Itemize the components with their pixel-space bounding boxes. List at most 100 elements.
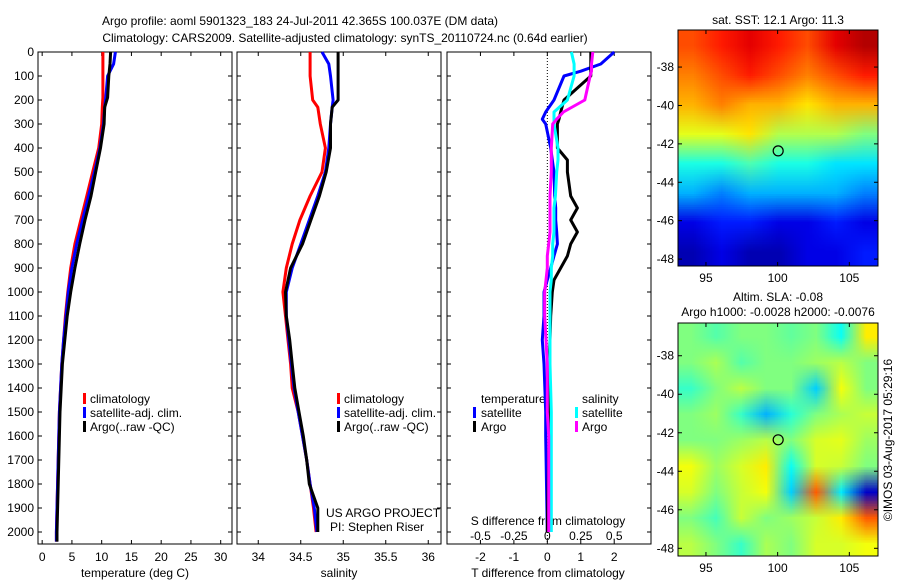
- x-tick-label: 10: [95, 550, 109, 564]
- x-tick-label: -1: [509, 550, 520, 564]
- map-x-tick-label: 100: [768, 561, 788, 575]
- s-tick-label: -0.5: [470, 529, 491, 543]
- series-satellite-adj-clim-: [284, 51, 335, 533]
- map-y-tick-label: -44: [657, 464, 675, 478]
- title-line2: Climatology: CARS2009. Satellite-adjuste…: [102, 31, 587, 45]
- y-tick-label: 1400: [7, 381, 34, 395]
- project-pi: PI: Stephen Riser: [330, 520, 424, 534]
- map-y-tick-label: -46: [657, 214, 675, 228]
- series-argo-raw-qc-: [55, 51, 113, 542]
- series-climatology: [54, 52, 105, 542]
- y-tick-label: 900: [14, 261, 34, 275]
- y-tick-label: 1200: [7, 333, 34, 347]
- legend-satellite: satellite-adj. clim.: [90, 406, 182, 420]
- map-y-tick-label: -44: [657, 175, 675, 189]
- series-salinity-satellite: [548, 51, 576, 532]
- x-tick-label: 35.5: [374, 550, 398, 564]
- x-tick-label: 25: [184, 550, 198, 564]
- legend-satellite: satellite-adj. clim.: [344, 406, 436, 420]
- map-y-tick-label: -48: [657, 252, 675, 266]
- t-diff-xlabel: T difference from climatology: [471, 566, 625, 580]
- s-tick-label: 0.5: [606, 529, 623, 543]
- x-tick-label: -2: [475, 550, 486, 564]
- salinity-xlabel: salinity: [321, 566, 358, 580]
- imos-credit: ©IMOS 03-Aug-2017 05:29:16: [881, 359, 895, 522]
- y-tick-label: 1500: [7, 405, 34, 419]
- sla-map-title: Altim. SLA: -0.08: [733, 290, 823, 304]
- legend-swatch-s-argo: [575, 421, 578, 432]
- y-tick-label: 600: [14, 189, 34, 203]
- sst-map-title: sat. SST: 12.1 Argo: 11.3: [712, 13, 844, 27]
- legend-swatch-argo: [83, 421, 86, 432]
- map-y-tick-label: -38: [657, 349, 675, 363]
- series-satellite-adj-clim-: [54, 51, 117, 542]
- legend-swatch-t-satellite: [473, 407, 476, 418]
- title-line1: Argo profile: aoml 5901323_183 24-Jul-20…: [102, 14, 498, 28]
- legend-t-argo: Argo: [481, 420, 507, 434]
- y-tick-label: 2000: [7, 525, 34, 539]
- sla-map-subtitle: Argo h1000: -0.0028 h2000: -0.0076: [681, 305, 875, 319]
- x-tick-label: 34.5: [289, 550, 313, 564]
- map-y-tick-label: -42: [657, 137, 675, 151]
- x-tick-label: 0: [39, 550, 46, 564]
- legend-swatch-satellite: [337, 407, 340, 418]
- x-tick-label: 15: [125, 550, 139, 564]
- x-tick-label: 5: [69, 550, 76, 564]
- x-tick-label: 20: [155, 550, 169, 564]
- legend-swatch-argo: [337, 421, 340, 432]
- legend-swatch-s-satellite: [575, 407, 578, 418]
- series-temperature-satellite: [540, 50, 616, 533]
- x-tick-label: 1: [577, 550, 584, 564]
- y-tick-label: 1000: [7, 285, 34, 299]
- y-tick-label: 800: [14, 237, 34, 251]
- y-tick-label: 0: [27, 45, 34, 59]
- legend-argo: Argo(..raw -QC): [90, 420, 175, 434]
- legend-climatology: climatology: [90, 392, 150, 406]
- map-y-tick-label: -40: [657, 98, 675, 112]
- map-x-tick-label: 105: [839, 561, 859, 575]
- x-tick-label: 36: [422, 550, 436, 564]
- difference-profile-frame: [446, 51, 652, 545]
- series-argo-raw-qc-: [284, 52, 340, 532]
- legend-swatch-climatology: [337, 393, 340, 404]
- y-tick-label: 1100: [8, 309, 34, 323]
- temperature-profile-frame: [37, 51, 233, 545]
- y-tick-label: 400: [14, 141, 34, 155]
- x-tick-label: 35: [337, 550, 351, 564]
- map-x-tick-label: 100: [768, 271, 788, 285]
- project-name: US ARGO PROJECT: [326, 506, 441, 520]
- s-tick-label: -0.25: [500, 529, 528, 543]
- legend-s-satellite: satellite: [582, 406, 623, 420]
- map-x-tick-label: 105: [839, 271, 859, 285]
- y-tick-label: 100: [14, 69, 34, 83]
- float-location-marker: [772, 145, 784, 157]
- legend-salinity-title: salinity: [582, 392, 619, 406]
- legend-s-argo: Argo: [582, 420, 608, 434]
- y-tick-label: 1900: [7, 501, 34, 515]
- y-tick-label: 700: [14, 213, 34, 227]
- y-tick-label: 1600: [7, 429, 34, 443]
- x-tick-label: 0: [544, 550, 551, 564]
- y-tick-label: 300: [14, 117, 34, 131]
- y-tick-label: 1700: [7, 453, 34, 467]
- legend-t-satellite: satellite: [481, 406, 522, 420]
- map-x-tick-label: 95: [699, 271, 713, 285]
- y-tick-label: 200: [14, 93, 34, 107]
- float-location-marker: [772, 434, 784, 446]
- y-tick-label: 500: [14, 165, 34, 179]
- sla-map-frame: [677, 322, 879, 557]
- legend-swatch-t-argo: [473, 421, 476, 432]
- map-y-tick-label: -40: [657, 387, 675, 401]
- series-climatology: [281, 52, 327, 533]
- sst-map-frame: [677, 29, 879, 267]
- series-salinity-argo: [543, 51, 595, 532]
- x-tick-label: 30: [214, 550, 228, 564]
- y-tick-label: 1800: [7, 477, 34, 491]
- map-y-tick-label: -42: [657, 426, 675, 440]
- temperature-xlabel: temperature (deg C): [81, 566, 189, 580]
- sla-heatmap: [678, 323, 878, 556]
- x-tick-label: 34: [252, 550, 266, 564]
- s-tick-label: 0.25: [569, 529, 593, 543]
- legend-swatch-satellite: [83, 407, 86, 418]
